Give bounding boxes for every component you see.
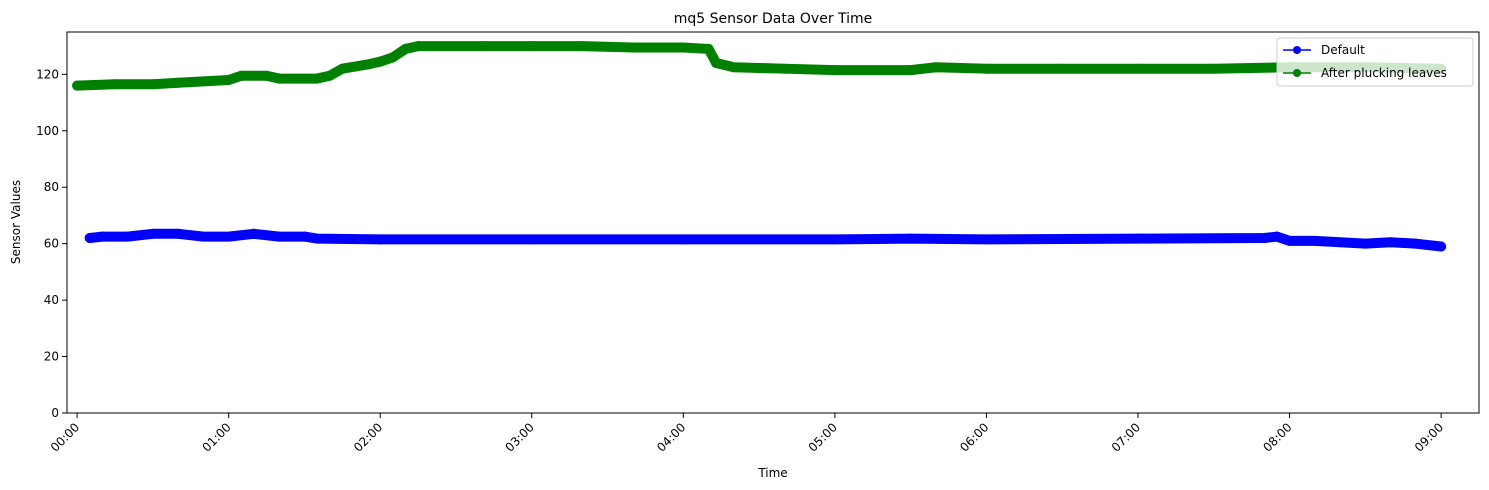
legend-label-default: Default (1321, 43, 1365, 57)
legend-marker-after-plucking (1293, 69, 1301, 77)
data-point (97, 231, 108, 242)
data-point (248, 228, 259, 239)
data-point (223, 231, 234, 242)
data-point (703, 43, 714, 54)
data-point (223, 74, 234, 85)
data-point (362, 59, 373, 70)
series-layer (72, 41, 1447, 252)
data-point (400, 43, 411, 54)
data-point (1335, 237, 1346, 248)
x-axis-label: Time (757, 466, 787, 480)
data-point (711, 58, 722, 69)
y-tick-label: 0 (51, 406, 59, 420)
data-point (1410, 238, 1421, 249)
data-point (122, 231, 133, 242)
data-point (1360, 238, 1371, 249)
y-tick-label: 100 (36, 124, 59, 138)
data-point (627, 42, 638, 53)
data-point (299, 231, 310, 242)
data-point (72, 80, 83, 91)
data-point (375, 234, 386, 245)
y-tick-label: 60 (44, 237, 59, 251)
data-point (261, 70, 272, 81)
data-point (312, 233, 323, 244)
legend-box (1276, 37, 1474, 87)
data-point (84, 233, 95, 244)
plot-frame (66, 31, 1480, 414)
data-point (274, 231, 285, 242)
data-point (1259, 233, 1270, 244)
data-point (678, 234, 689, 245)
data-point (981, 234, 992, 245)
data-point (173, 77, 184, 88)
data-point (312, 73, 323, 84)
data-point (274, 73, 285, 84)
data-point (109, 79, 120, 90)
series-default (84, 228, 1447, 252)
data-point (173, 228, 184, 239)
y-tick-label: 120 (36, 67, 59, 81)
legend-marker-default (1293, 46, 1301, 54)
data-point (930, 62, 941, 73)
y-tick-label: 40 (44, 293, 59, 307)
data-point (829, 234, 840, 245)
legend: Default After plucking leaves (1276, 37, 1474, 87)
data-point (337, 63, 348, 74)
data-point (1385, 237, 1396, 248)
data-point (905, 65, 916, 76)
data-point (779, 63, 790, 74)
data-point (577, 41, 588, 52)
data-point (387, 52, 398, 63)
data-point (413, 41, 424, 52)
data-point (236, 70, 247, 81)
y-axis: 0 20 40 60 80 100 120 (36, 67, 67, 420)
data-point (1271, 231, 1282, 242)
data-point (1132, 63, 1143, 74)
data-point (147, 79, 158, 90)
data-point (1436, 241, 1447, 252)
data-point (476, 41, 487, 52)
data-point (829, 65, 840, 76)
data-point (1132, 233, 1143, 244)
data-point (1057, 63, 1068, 74)
y-tick-label: 20 (44, 350, 59, 364)
data-point (981, 63, 992, 74)
data-point (678, 42, 689, 53)
data-point (1208, 63, 1219, 74)
data-point (375, 56, 386, 67)
data-point (905, 233, 916, 244)
data-point (526, 41, 537, 52)
chart-title: mq5 Sensor Data Over Time (674, 11, 873, 27)
data-point (728, 62, 739, 73)
legend-label-after-plucking: After plucking leaves (1321, 66, 1447, 80)
data-point (198, 231, 209, 242)
data-point (526, 234, 537, 245)
y-axis-label: Sensor Values (9, 180, 23, 264)
y-tick-label: 80 (44, 180, 59, 194)
data-point (324, 70, 335, 81)
data-point (147, 228, 158, 239)
data-point (1284, 235, 1295, 246)
data-point (1309, 235, 1320, 246)
data-point (198, 76, 209, 87)
